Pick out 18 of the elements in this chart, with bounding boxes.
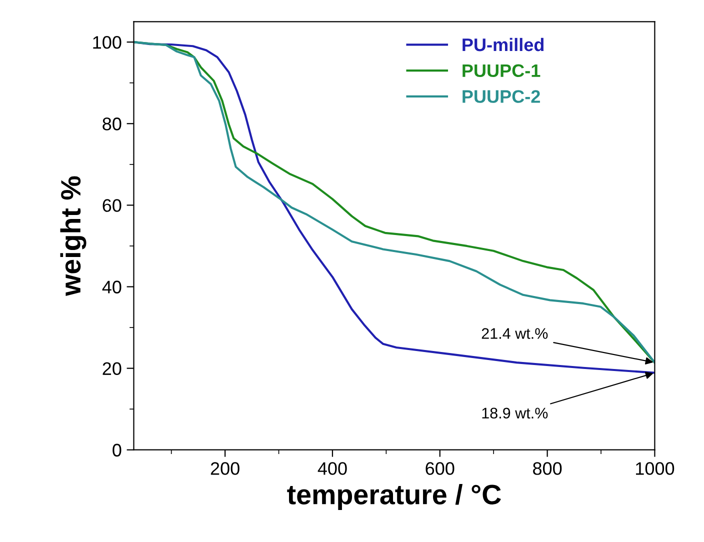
annotation: 21.4 wt.% [482, 328, 548, 339]
x-axis-title: temperature / °C [287, 484, 501, 510]
legend-label: PU-milled [462, 38, 544, 52]
annotation: 18.9 wt.% [482, 408, 548, 419]
x-tick-label: 1000 [636, 462, 674, 475]
x-tick-label: 200 [210, 462, 240, 475]
legend-label: PUUPC-2 [462, 90, 540, 103]
y-tick-label: 0 [112, 444, 122, 457]
x-tick-label: 400 [318, 462, 347, 475]
y-tick-label: 40 [102, 280, 122, 294]
y-tick-label: 20 [102, 362, 122, 376]
y-tick-label: 100 [93, 36, 122, 49]
y-tick-label: 60 [102, 199, 122, 212]
x-tick-label: 800 [533, 462, 562, 475]
legend-label: PUUPC-1 [462, 64, 540, 78]
x-tick-label: 600 [426, 462, 454, 475]
y-axis-title: weight % [60, 176, 86, 296]
y-tick-label: 80 [102, 118, 122, 130]
